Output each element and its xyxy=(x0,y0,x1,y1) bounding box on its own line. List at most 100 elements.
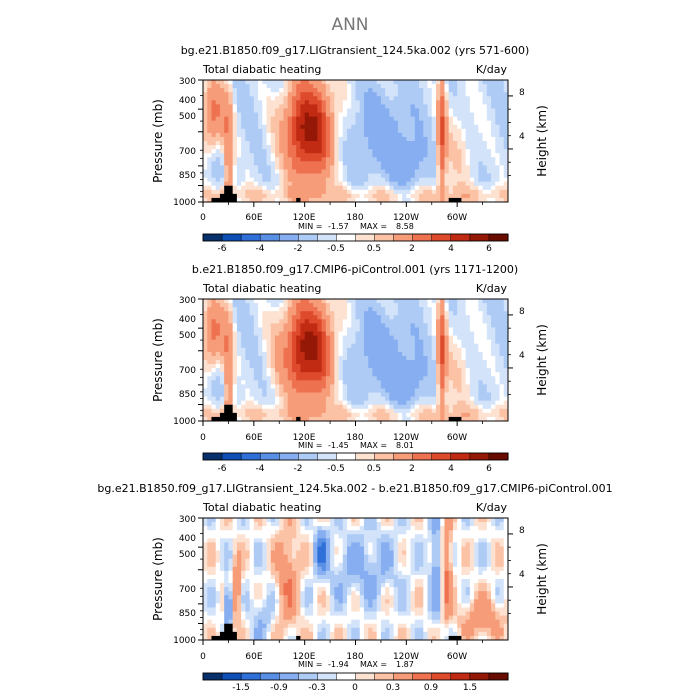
heatmap-cell xyxy=(313,173,318,178)
heatmap-cell xyxy=(241,534,246,539)
heatmap-cell xyxy=(495,400,500,406)
heatmap-cell xyxy=(355,124,361,130)
heatmap-cell xyxy=(389,380,395,385)
heatmap-cell xyxy=(414,169,420,174)
heatmap-cell xyxy=(431,88,437,93)
heatmap-cell xyxy=(224,299,229,304)
heatmap-cell xyxy=(452,157,458,162)
heatmap-cell xyxy=(457,538,462,543)
heatmap-cell xyxy=(279,380,284,385)
heatmap-cell xyxy=(215,315,221,320)
heatmap-cell xyxy=(363,307,369,312)
heatmap-cell xyxy=(435,185,441,191)
heatmap-cell xyxy=(347,518,352,523)
heatmap-cell xyxy=(376,116,382,122)
heatmap-cell xyxy=(304,518,310,523)
heatmap-cell xyxy=(317,132,323,138)
heatmap-cell xyxy=(330,351,335,357)
heatmap-cell xyxy=(321,335,327,341)
heatmap-cell xyxy=(215,368,221,373)
heatmap-cell xyxy=(440,319,445,324)
heatmap-cell xyxy=(486,161,492,166)
heatmap-cell xyxy=(253,153,259,158)
heatmap-cell xyxy=(389,181,395,187)
heatmap-cell xyxy=(342,380,348,385)
heatmap-cell xyxy=(334,132,339,138)
heatmap-cell xyxy=(207,343,212,349)
heatmap-cell xyxy=(486,339,492,345)
heatmap-cell xyxy=(215,120,221,126)
heatmap-cell xyxy=(232,193,238,199)
heatmap-cell xyxy=(325,339,331,345)
heatmap-cell xyxy=(253,303,259,308)
heatmap-cell xyxy=(389,149,395,154)
heatmap-cell xyxy=(355,157,361,162)
heatmap-cell xyxy=(330,388,335,393)
heatmap-cell xyxy=(486,181,492,187)
heatmap-cell xyxy=(461,311,467,316)
heatmap-cell xyxy=(482,522,488,527)
heatmap-cell xyxy=(385,116,390,122)
heatmap-cell xyxy=(266,347,272,353)
heatmap-cell xyxy=(262,173,267,178)
heatmap-cell xyxy=(380,538,386,543)
heatmap-cell xyxy=(270,542,276,547)
heatmap-cell xyxy=(431,319,437,324)
heatmap-cell xyxy=(427,132,433,138)
heatmap-cell xyxy=(342,96,348,101)
heatmap-cell xyxy=(224,408,229,414)
panel-2-pressure-labels: 300 400 500 700 850 1000 xyxy=(173,296,196,427)
heatmap-cell xyxy=(317,343,323,349)
heatmap-cell xyxy=(427,84,433,89)
heatmap-cell xyxy=(330,104,335,109)
heatmap-cell xyxy=(444,364,450,369)
panel-1-colorbar xyxy=(202,233,509,242)
heatmap-cell xyxy=(228,193,234,199)
heatmap-cell xyxy=(469,526,475,531)
heatmap-cell xyxy=(423,116,428,122)
heatmap-cell xyxy=(338,299,344,304)
heatmap-cell xyxy=(321,351,327,357)
heatmap-cell xyxy=(465,388,471,393)
heatmap-cell xyxy=(402,124,407,130)
heatmap-cell xyxy=(431,364,437,369)
heatmap-cell xyxy=(359,388,365,393)
heatmap-cell xyxy=(419,351,424,357)
heatmap-cell xyxy=(313,169,318,174)
heatmap-cell xyxy=(308,128,314,134)
heatmap-cell xyxy=(393,149,399,154)
heatmap-cell xyxy=(287,92,293,97)
heatmap-cell xyxy=(287,392,293,397)
heatmap-cell xyxy=(385,416,390,422)
heatmap-cell xyxy=(368,331,373,336)
heatmap-cell xyxy=(499,360,505,365)
heatmap-cell xyxy=(380,408,386,414)
heatmap-cell xyxy=(444,149,450,154)
heatmap-cell xyxy=(262,396,267,402)
heatmap-cell xyxy=(368,388,373,393)
heatmap-cell xyxy=(211,323,217,328)
heatmap-cell xyxy=(308,153,314,158)
heatmap-cell xyxy=(469,189,475,195)
heatmap-cell xyxy=(287,189,293,195)
heatmap-cell xyxy=(452,145,458,150)
heatmap-cell xyxy=(469,372,475,377)
heatmap-cell xyxy=(275,128,280,134)
heatmap-cell xyxy=(266,538,272,543)
heatmap-cell xyxy=(363,149,369,154)
heatmap-cell xyxy=(249,157,255,162)
heatmap-cell xyxy=(275,380,280,385)
heatmap-cell xyxy=(313,189,318,195)
heatmap-cell xyxy=(262,388,267,393)
heatmap-cell xyxy=(287,360,293,365)
heatmap-cell xyxy=(495,157,500,162)
heatmap-cell xyxy=(241,327,246,332)
heatmap-cell xyxy=(334,376,339,381)
heatmap-cell xyxy=(338,392,344,397)
heatmap-cell xyxy=(347,299,352,304)
heatmap-cell xyxy=(308,299,314,304)
heatmap-cell xyxy=(486,372,492,377)
heatmap-cell xyxy=(452,88,458,93)
heatmap-cell xyxy=(499,384,505,389)
heatmap-cell xyxy=(410,404,416,410)
